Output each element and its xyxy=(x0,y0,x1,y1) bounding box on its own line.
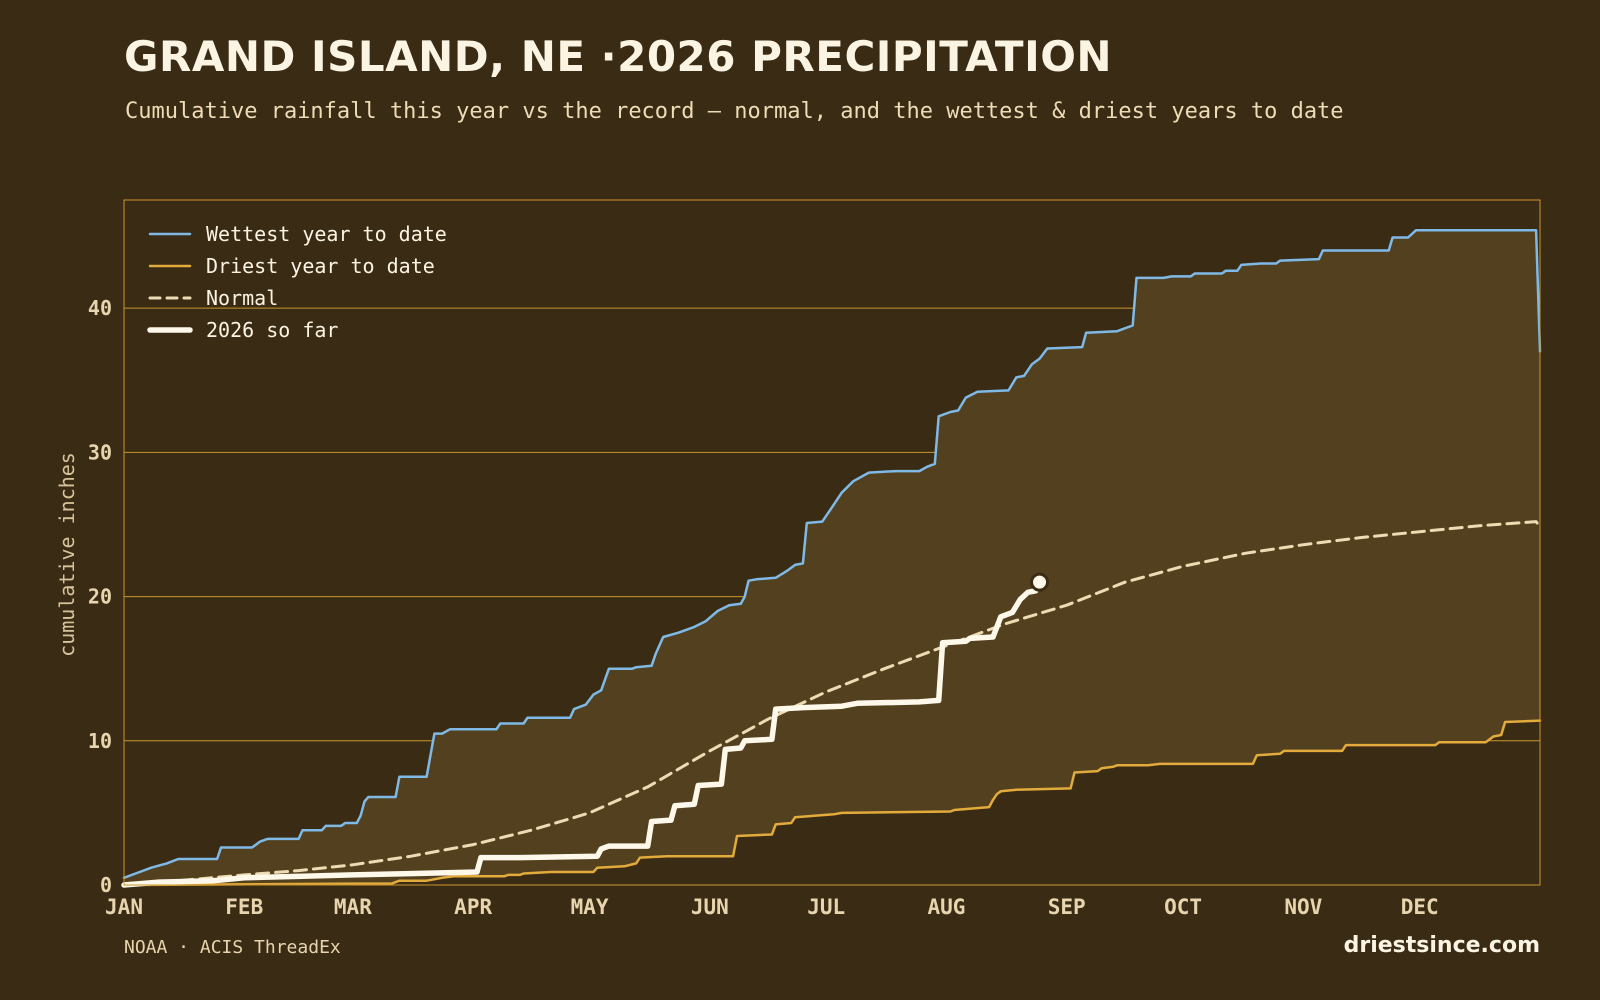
x-tick-label: SEP xyxy=(1048,895,1086,919)
series-wettest-year-to-date xyxy=(122,229,1542,880)
series-2026-so-far xyxy=(121,588,1039,888)
legend-label: Driest year to date xyxy=(206,254,435,278)
legend-label: 2026 so far xyxy=(206,318,338,342)
x-tick-label: MAR xyxy=(334,895,372,919)
y-tick-label: 0 xyxy=(100,873,112,897)
x-tick-label: DEC xyxy=(1401,895,1439,919)
x-tick-label: OCT xyxy=(1164,895,1202,919)
x-tick-label: AUG xyxy=(927,895,965,919)
axis-layer: 0 10 20 30 40 JAN FEB MAR APR MAY JUN JUL AUG SEP OCT N… xyxy=(88,296,1439,919)
y-tick-label: 10 xyxy=(88,729,112,753)
current-day-marker xyxy=(1030,572,1050,592)
legend-label: Normal xyxy=(206,286,278,310)
data-source: NOAA · ACIS ThreadEx xyxy=(124,937,341,958)
x-tick-label: NOV xyxy=(1284,895,1322,919)
plot-frame xyxy=(123,199,1541,886)
x-tick-label: MAY xyxy=(571,895,609,919)
record-range-band xyxy=(124,230,1540,886)
series-layer xyxy=(121,229,1542,888)
x-tick-label: JUN xyxy=(691,895,729,919)
series-driest-year-to-date xyxy=(122,719,1542,887)
y-tick-label: 30 xyxy=(88,440,112,464)
legend-label: Wettest year to date xyxy=(206,222,447,246)
x-tick-label: JUL xyxy=(807,895,845,919)
chart-title: GRAND ISLAND, NE ·2026 PRECIPITATION xyxy=(124,32,1113,81)
y-tick-label: 20 xyxy=(88,585,112,609)
legend: Wettest year to date Driest year to date N… xyxy=(147,222,447,342)
y-tick-label: 40 xyxy=(88,296,112,320)
brand-link[interactable]: driestsince.com xyxy=(1343,933,1540,958)
x-tick-label: FEB xyxy=(225,895,263,919)
x-tick-label: APR xyxy=(454,895,492,919)
series-normal xyxy=(122,520,1542,886)
x-tick-label: JAN xyxy=(105,895,143,919)
y-axis-label: cumulative inches xyxy=(55,452,79,657)
chart-subtitle: Cumulative rainfall this year vs the rec… xyxy=(125,99,1344,124)
